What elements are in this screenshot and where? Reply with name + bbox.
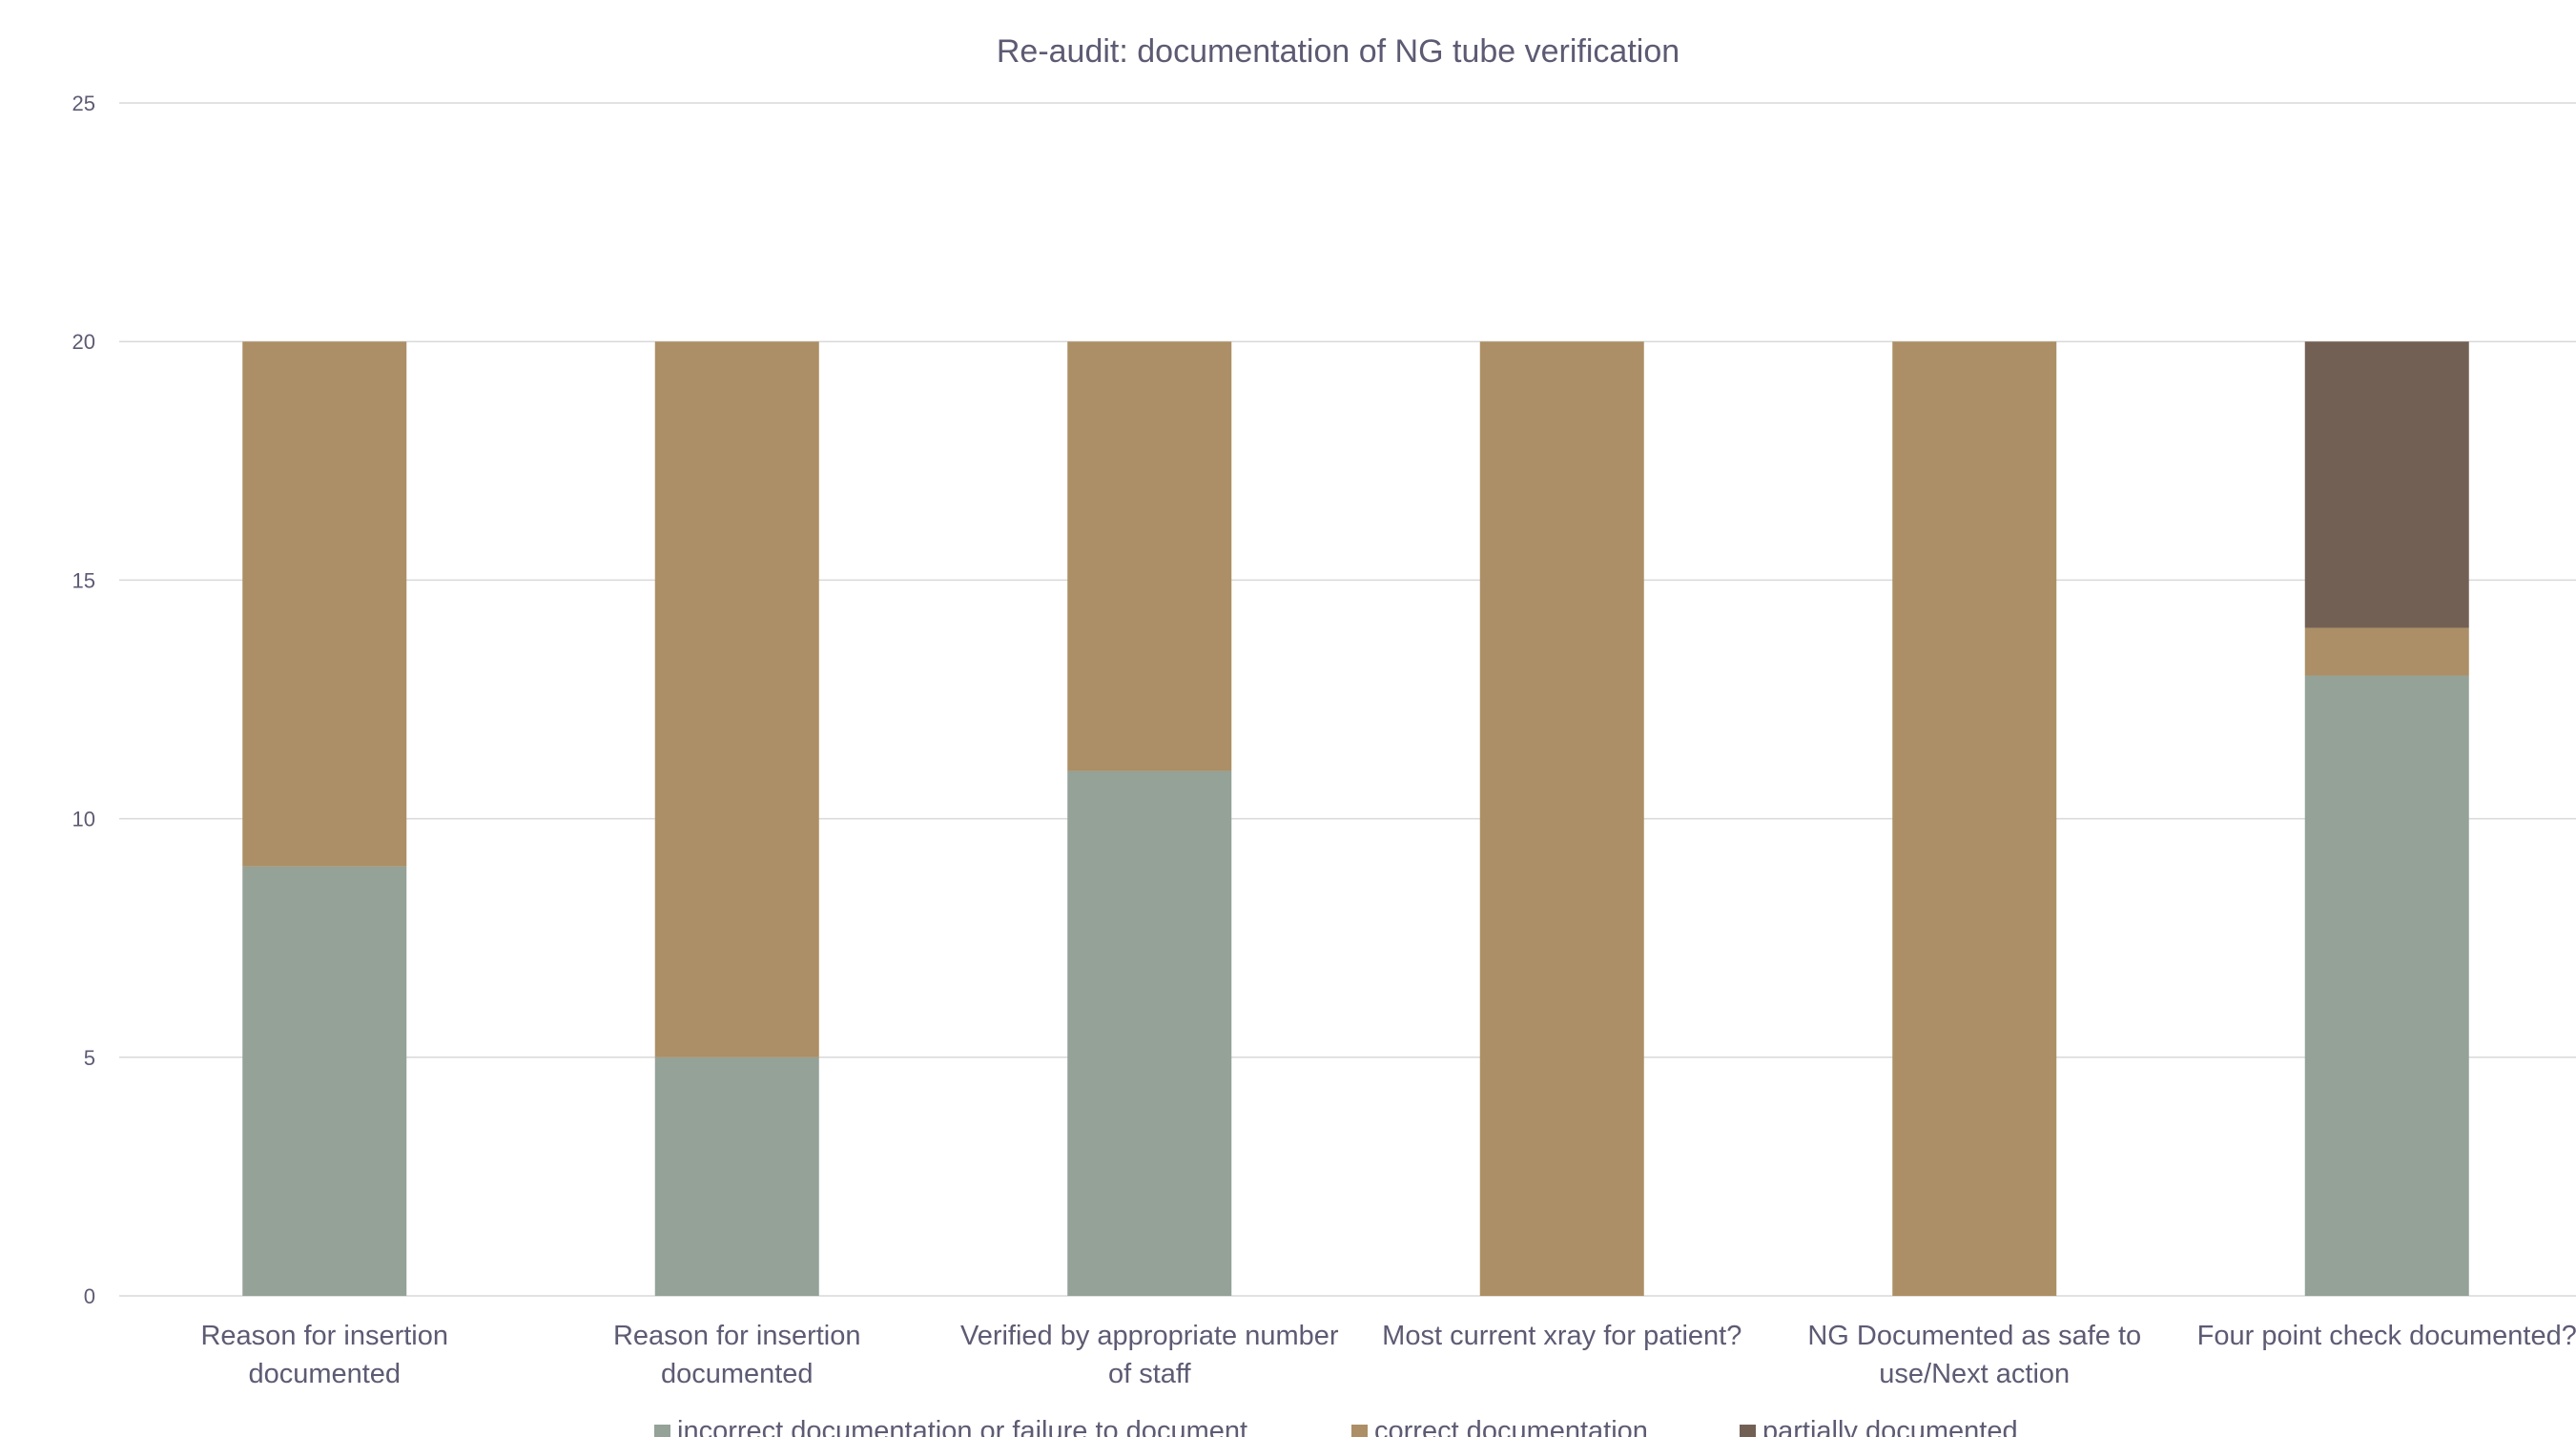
bars <box>242 341 2469 1296</box>
bar-segment-cat3-series1 <box>1067 770 1232 1296</box>
legend-swatch-2 <box>1351 1425 1368 1437</box>
bar-segment-cat1-series2 <box>242 341 407 867</box>
legend-swatch-1 <box>654 1425 670 1437</box>
x-category-label-2: Reason for insertion documented <box>613 1321 861 1389</box>
x-category-label-3: Verified by appropriate number of staff <box>960 1321 1339 1389</box>
bar-segment-cat4-series2 <box>1479 341 1644 1296</box>
x-category-label-4: Most current xray for patient? <box>1382 1321 1741 1351</box>
x-category-label-6: Four point check documented? <box>2197 1321 2576 1351</box>
bar-segment-cat6-series3 <box>2304 341 2469 628</box>
y-axis-ticks: 0 5 10 15 20 25 <box>72 92 95 1308</box>
legend-label-3: partially documented <box>1762 1416 2018 1437</box>
x-category-label-1: Reason for insertion documented <box>200 1321 448 1389</box>
bar-segment-cat2-series1 <box>654 1057 819 1296</box>
y-tick-label-20: 20 <box>72 330 95 354</box>
legend: incorrect documentation or failure to do… <box>654 1416 2018 1437</box>
y-tick-label-10: 10 <box>72 808 95 831</box>
bar-segment-cat1-series1 <box>242 866 407 1296</box>
legend-label-1: incorrect documentation or failure to do… <box>677 1416 1247 1437</box>
bar-segment-cat6-series1 <box>2304 675 2469 1296</box>
y-tick-label-0: 0 <box>84 1284 95 1308</box>
y-tick-label-25: 25 <box>72 92 95 115</box>
bar-segment-cat6-series2 <box>2304 627 2469 676</box>
legend-label-2: correct documentation <box>1374 1416 1648 1437</box>
bar-segment-cat2-series2 <box>654 341 819 1057</box>
x-axis-category-labels: Reason for insertion documented Reason for… <box>200 1321 2576 1389</box>
x-category-label-5: NG Documented as safe to use/Next action <box>1807 1321 2141 1389</box>
gridlines <box>119 102 2576 1297</box>
chart-title: Re-audit: documentation of NG tube verif… <box>997 33 1680 70</box>
y-tick-label-15: 15 <box>72 568 95 592</box>
bar-segment-cat3-series2 <box>1067 341 1232 771</box>
legend-swatch-3 <box>1740 1425 1756 1437</box>
bar-segment-cat5-series2 <box>1892 341 2057 1296</box>
y-tick-label-5: 5 <box>84 1046 95 1070</box>
